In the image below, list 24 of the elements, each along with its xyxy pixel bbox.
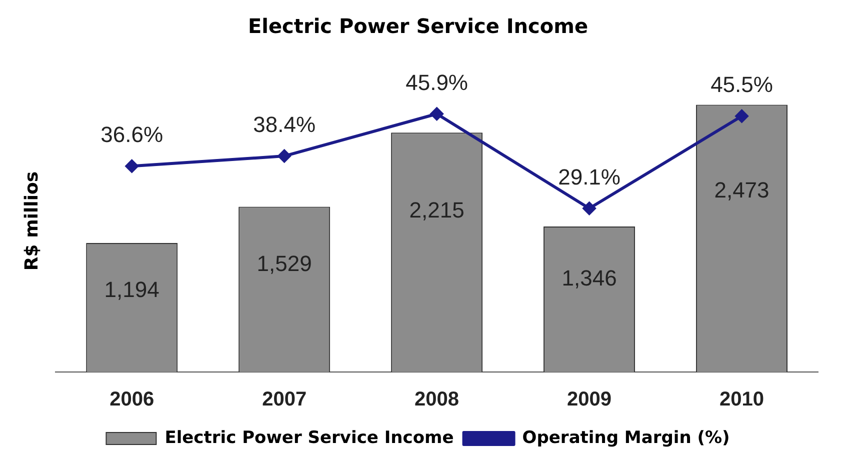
point xyxy=(125,160,138,173)
chart-title: Electric Power Service Income xyxy=(248,14,588,38)
data-label: 2,215 xyxy=(409,198,464,223)
data-label: 36.6% xyxy=(100,122,164,148)
data-label: 45.9% xyxy=(406,70,468,95)
point xyxy=(430,107,444,120)
y-axis-title: R$ millios xyxy=(21,171,42,271)
legend-label: Operating Margin (%) xyxy=(522,428,730,448)
data-label: 29.1% xyxy=(558,164,620,190)
legend-label: Electric Power Service Income xyxy=(164,428,454,448)
x-tick-label: 2006 xyxy=(110,388,154,411)
x-tick-label: 2008 xyxy=(414,388,460,411)
x-tick-label: 2007 xyxy=(262,388,307,411)
data-label: 45.5% xyxy=(710,72,773,98)
x-tick-label: 2010 xyxy=(720,388,764,411)
point xyxy=(735,110,748,123)
point xyxy=(278,150,291,163)
data-label: 1,194 xyxy=(104,277,160,302)
point xyxy=(582,202,596,215)
x-tick-label: 2009 xyxy=(567,388,612,411)
data-label: 38.4% xyxy=(253,112,316,138)
data-label: 1,346 xyxy=(562,265,617,290)
data-label: 1,529 xyxy=(256,251,312,276)
data-label: 2,473 xyxy=(714,178,770,203)
